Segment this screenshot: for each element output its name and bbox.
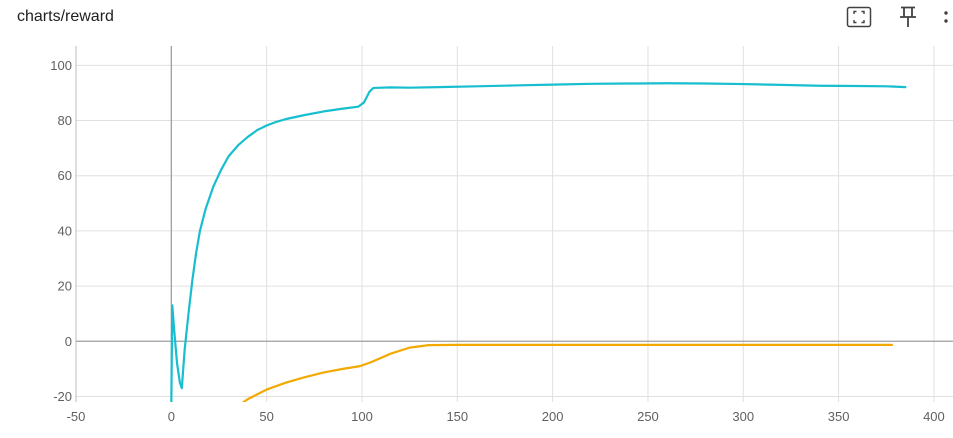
y-tick-label: 80 [58, 113, 72, 128]
y-tick-label: 100 [50, 58, 72, 73]
tick-labels: -50 0 50 100 150 200 250 300 350 400 -20 0 20 40 60 80 1… [50, 58, 944, 424]
series-line-1 [170, 82, 907, 402]
x-tick-label: 300 [732, 409, 754, 424]
x-tick-label: 250 [637, 409, 659, 424]
x-tick-label: 50 [259, 409, 273, 424]
x-tick-label: 0 [168, 409, 175, 424]
x-tick-label: 400 [923, 409, 945, 424]
x-tick-label: -50 [67, 409, 86, 424]
pin-icon [900, 6, 916, 27]
y-tick-label: 20 [58, 279, 72, 294]
y-tick-label: 60 [58, 168, 72, 183]
x-tick-label: 100 [351, 409, 373, 424]
x-tick-label: 150 [446, 409, 468, 424]
y-tick-label: 40 [58, 223, 72, 238]
x-tick-label: 350 [828, 409, 850, 424]
series-line-2 [241, 343, 894, 402]
y-tick-label: -20 [53, 389, 72, 404]
series-layer [170, 82, 907, 402]
grid [75, 46, 953, 402]
fullscreen-button[interactable] [844, 4, 874, 30]
chart-title: charts/reward [17, 8, 114, 25]
y-tick-label: 0 [65, 334, 72, 349]
axes [75, 46, 953, 402]
more-vert-icon [944, 11, 948, 23]
more-button[interactable] [935, 4, 953, 30]
x-tick-label: 200 [542, 409, 564, 424]
fullscreen-icon [846, 6, 872, 28]
pin-button[interactable] [893, 4, 923, 30]
